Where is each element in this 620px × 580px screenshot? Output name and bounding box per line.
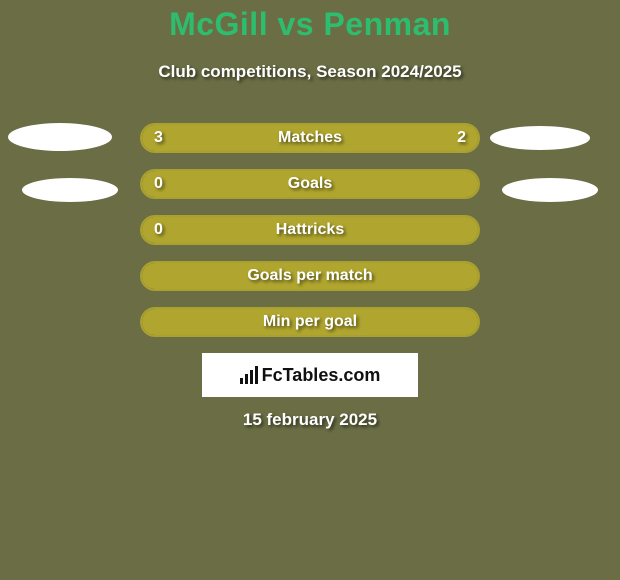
- player-placeholder: [490, 126, 590, 150]
- page-title: McGill vs Penman: [0, 6, 620, 43]
- stat-row: Hattricks0: [140, 215, 480, 245]
- fctables-logo: FcTables.com: [202, 353, 418, 397]
- page-subtitle: Club competitions, Season 2024/2025: [0, 62, 620, 82]
- fctables-logo-content: FcTables.com: [240, 365, 381, 386]
- stat-row: Matches3 2: [140, 123, 480, 153]
- stat-row-label: Goals per match: [142, 263, 478, 289]
- stat-row-label: Min per goal: [142, 309, 478, 335]
- stat-right-value: 2: [457, 125, 466, 151]
- infographic-date: 15 february 2025: [0, 410, 620, 430]
- stat-row-label: Hattricks: [142, 217, 478, 243]
- stat-row: Min per goal: [140, 307, 480, 337]
- stat-row-label: Matches: [142, 125, 478, 151]
- comparison-infographic: McGill vs Penman Club competitions, Seas…: [0, 0, 620, 580]
- stat-row: Goals per match: [140, 261, 480, 291]
- logo-text: FcTables.com: [262, 365, 381, 386]
- stat-row-label: Goals: [142, 171, 478, 197]
- player-placeholder: [8, 123, 112, 151]
- stat-left-value: 0: [154, 217, 163, 243]
- player-placeholder: [22, 178, 118, 202]
- player-placeholder: [502, 178, 598, 202]
- chart-icon: [240, 366, 258, 384]
- stat-row: Goals0: [140, 169, 480, 199]
- stat-left-value: 0: [154, 171, 163, 197]
- stat-left-value: 3: [154, 125, 163, 151]
